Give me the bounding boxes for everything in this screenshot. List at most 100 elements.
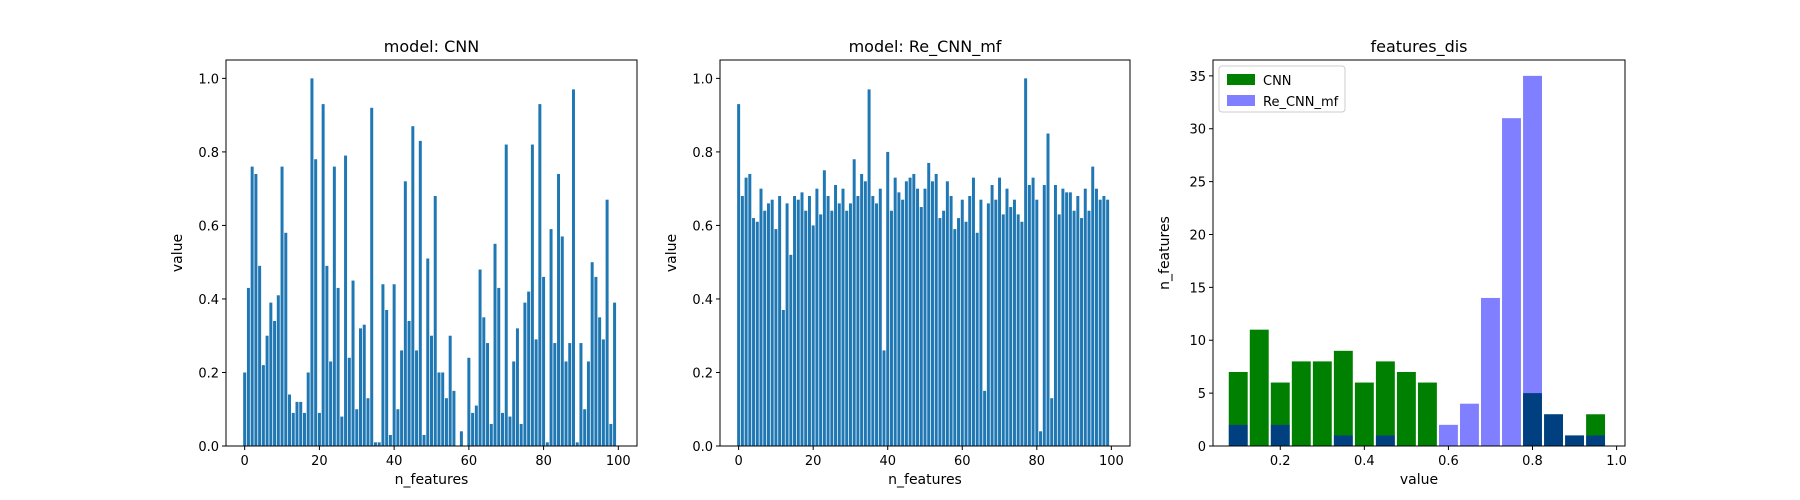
chart-title: model: CNN bbox=[384, 37, 479, 56]
chart-features-dis: features_dis 0.2 0.4 0.6 0.8 1.0 0 5 10 15 20 25 30 3… bbox=[1157, 37, 1627, 488]
bar bbox=[321, 104, 325, 446]
bar bbox=[860, 173, 864, 446]
chart-cnn: model: CNN 0 20 40 60 80 100 0.0 0.2 0.4 0.6 0.8 1.0… bbox=[170, 37, 638, 488]
bar bbox=[845, 210, 849, 446]
bar bbox=[441, 372, 445, 446]
bar bbox=[886, 151, 890, 446]
legend-swatch bbox=[1227, 95, 1255, 106]
bar bbox=[1031, 177, 1035, 446]
y-tick-label: 0.8 bbox=[198, 146, 219, 161]
chart-re-cnn-mf: model: Re_CNN_mf 0 20 40 60 80 100 0.0 0.2 0.4 0.6… bbox=[664, 37, 1131, 488]
bar bbox=[246, 287, 250, 446]
y-axis-label: n_features bbox=[1157, 216, 1173, 290]
bar bbox=[355, 409, 359, 446]
histogram-bar bbox=[1312, 361, 1332, 446]
histogram-bar bbox=[1375, 361, 1395, 446]
bar bbox=[919, 207, 923, 446]
bar bbox=[867, 89, 871, 447]
bar bbox=[904, 181, 908, 447]
bar bbox=[437, 372, 441, 446]
bar bbox=[766, 203, 770, 446]
bar bbox=[254, 173, 258, 446]
legend: CNN Re_CNN_mf bbox=[1218, 65, 1346, 113]
bar bbox=[560, 236, 564, 446]
bar bbox=[474, 405, 478, 446]
bar bbox=[415, 350, 419, 446]
y-tick-label: 0.0 bbox=[198, 440, 219, 455]
bar bbox=[1061, 188, 1065, 446]
bar bbox=[1065, 192, 1069, 446]
bar bbox=[273, 321, 277, 446]
chart-title: model: Re_CNN_mf bbox=[849, 37, 1002, 57]
bar bbox=[557, 173, 561, 446]
bar bbox=[927, 162, 931, 446]
x-axis-label: value bbox=[1400, 472, 1438, 488]
bar bbox=[1001, 214, 1005, 446]
bar bbox=[489, 423, 493, 446]
x-tick-label: 60 bbox=[954, 454, 971, 469]
x-tick-label: 1.0 bbox=[1606, 454, 1627, 469]
bar bbox=[841, 188, 845, 446]
x-tick-label: 100 bbox=[1099, 454, 1124, 469]
histogram-bar bbox=[1417, 382, 1437, 446]
bar bbox=[422, 434, 426, 446]
bar bbox=[482, 317, 486, 446]
bar bbox=[411, 126, 415, 447]
y-tick-label: 10 bbox=[1189, 334, 1206, 349]
bar bbox=[258, 265, 262, 446]
bar bbox=[265, 335, 269, 446]
bar bbox=[789, 254, 793, 446]
bar bbox=[759, 188, 763, 446]
bar bbox=[1009, 207, 1013, 446]
histogram-bar bbox=[1565, 435, 1585, 446]
bar bbox=[957, 218, 961, 446]
bar bbox=[811, 225, 815, 446]
bar bbox=[1005, 188, 1009, 446]
x-tick-label: 60 bbox=[461, 454, 478, 469]
bar bbox=[250, 166, 254, 446]
bar bbox=[830, 210, 834, 446]
bar bbox=[332, 166, 336, 446]
bar bbox=[763, 210, 767, 446]
bar bbox=[897, 192, 901, 446]
y-tick-label: 5 bbox=[1198, 387, 1206, 402]
bar bbox=[916, 188, 920, 446]
bar bbox=[325, 265, 329, 446]
histogram-bar bbox=[1249, 329, 1269, 446]
bar bbox=[523, 302, 527, 446]
bar bbox=[744, 177, 748, 446]
bar bbox=[288, 394, 292, 446]
bar bbox=[396, 409, 400, 446]
bar bbox=[291, 412, 295, 446]
bar bbox=[740, 196, 744, 446]
bar bbox=[871, 196, 875, 446]
bar bbox=[388, 434, 392, 446]
bar bbox=[1024, 78, 1028, 446]
histogram-bar bbox=[1270, 424, 1290, 446]
bar bbox=[534, 339, 538, 446]
y-tick-label: 0.6 bbox=[692, 219, 713, 234]
bar bbox=[770, 199, 774, 446]
bar bbox=[452, 390, 456, 446]
bar bbox=[755, 221, 759, 446]
x-tick-label: 0.2 bbox=[1270, 454, 1291, 469]
x-tick-label: 40 bbox=[879, 454, 896, 469]
histogram-bar bbox=[1333, 350, 1353, 446]
bar bbox=[359, 328, 363, 446]
chart-title: features_dis bbox=[1370, 37, 1467, 57]
bar bbox=[1087, 210, 1091, 446]
y-tick-label: 0.8 bbox=[692, 146, 713, 161]
bar bbox=[549, 229, 553, 446]
legend-label: CNN bbox=[1263, 74, 1292, 89]
y-tick-label: 15 bbox=[1189, 281, 1206, 296]
bar bbox=[478, 269, 482, 446]
histogram-bar bbox=[1544, 414, 1563, 446]
histogram-bar bbox=[1291, 361, 1311, 446]
bar bbox=[605, 199, 609, 446]
bar bbox=[804, 210, 808, 446]
bar bbox=[444, 398, 448, 446]
x-axis-label: n_features bbox=[888, 472, 962, 488]
bar bbox=[400, 350, 404, 446]
y-tick-label: 0.6 bbox=[198, 219, 219, 234]
bar bbox=[1098, 199, 1102, 446]
